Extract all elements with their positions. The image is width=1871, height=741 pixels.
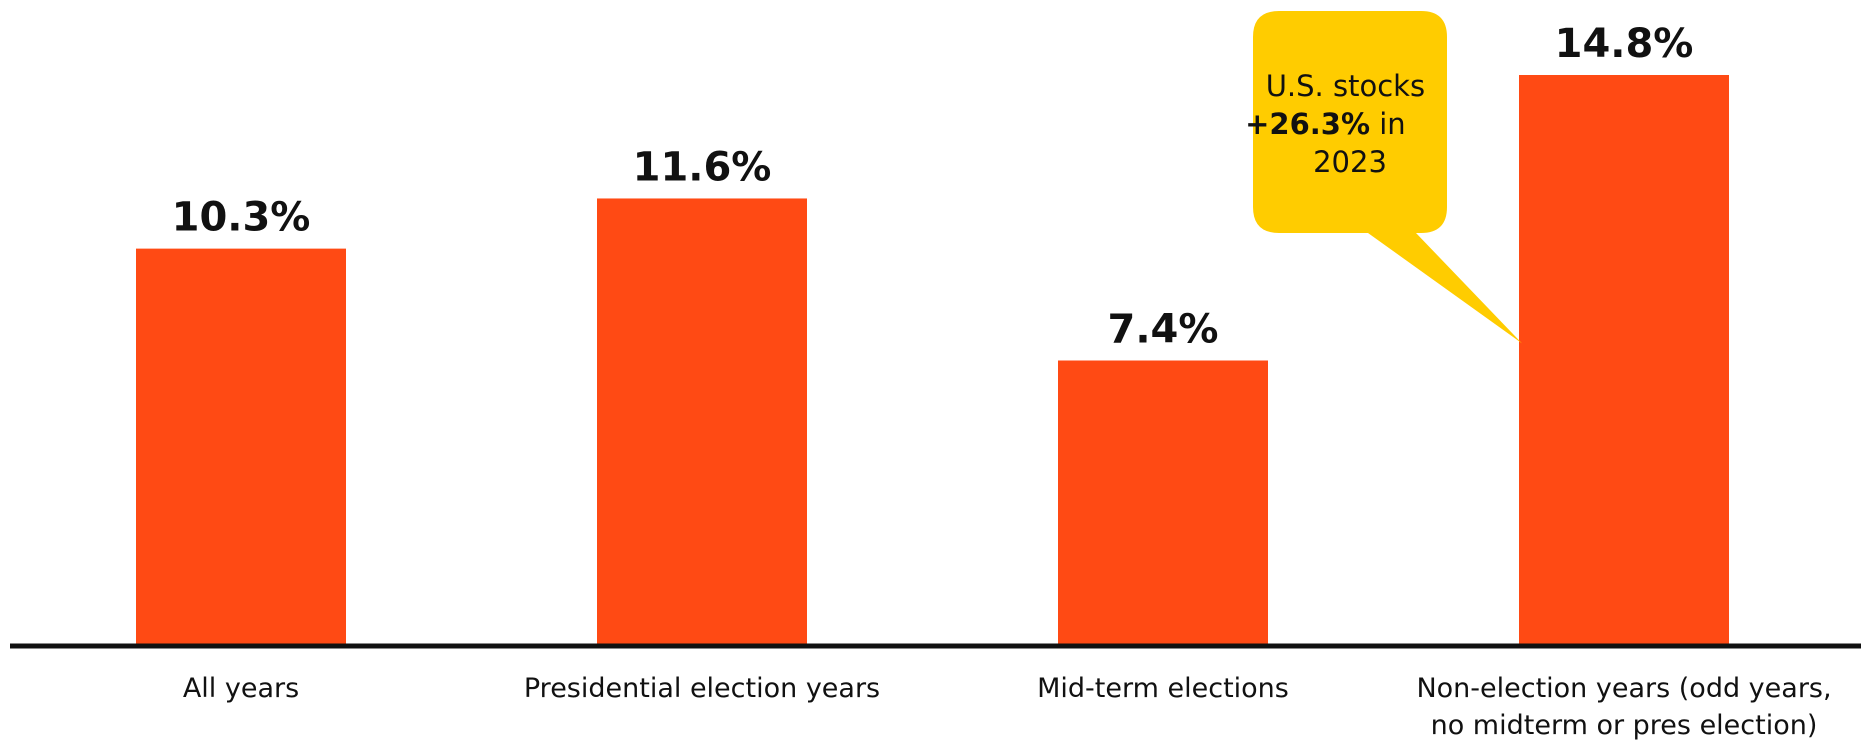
bar-0	[136, 248, 346, 646]
category-label-1-line-0: Presidential election years	[524, 673, 880, 704]
category-label-2: Mid-term elections	[1037, 673, 1289, 704]
category-label-0: All years	[183, 673, 299, 704]
value-label-0: 10.3%	[172, 195, 311, 241]
callout-text: U.S. stocks +26.3% in 2023	[1245, 69, 1434, 179]
bar-1	[597, 198, 807, 646]
callout-line-2-rest: in	[1379, 107, 1405, 141]
bars	[136, 75, 1729, 646]
category-label-3-line-1: no midterm or pres election)	[1431, 710, 1818, 741]
category-label-3: Non-election years (odd years, no midterm…	[1416, 673, 1831, 741]
callout-value: +26.3%	[1245, 107, 1370, 141]
value-label-3: 14.8%	[1555, 21, 1694, 67]
callout-line-3: 2023	[1313, 145, 1387, 179]
bar-2	[1058, 360, 1268, 646]
bar-3	[1519, 75, 1729, 646]
value-labels: 10.3% 11.6% 7.4% 14.8%	[172, 21, 1694, 352]
value-label-2: 7.4%	[1108, 307, 1219, 353]
category-label-1: Presidential election years	[524, 673, 880, 704]
category-label-0-line-0: All years	[183, 673, 299, 704]
category-label-2-line-0: Mid-term elections	[1037, 673, 1289, 704]
callout-bubble	[1253, 11, 1522, 344]
callout-annotation: U.S. stocks +26.3% in 2023	[1245, 11, 1522, 344]
category-labels: All years Presidential election years Mid-…	[183, 673, 1832, 741]
value-label-1: 11.6%	[633, 144, 772, 190]
category-label-3-line-0: Non-election years (odd years,	[1416, 673, 1831, 704]
callout-line-1: U.S. stocks	[1266, 69, 1425, 103]
